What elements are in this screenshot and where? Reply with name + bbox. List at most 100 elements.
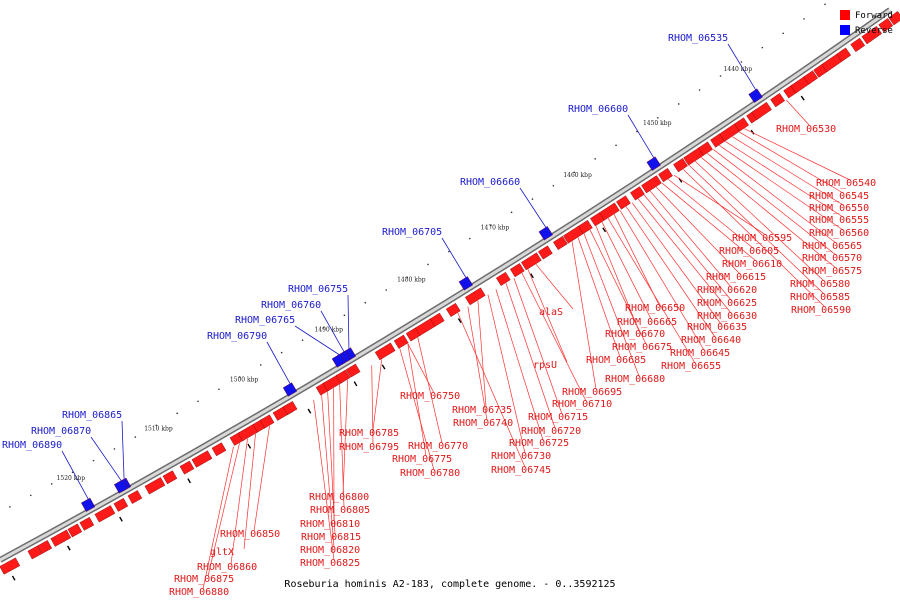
forward-gene-leader [577,237,621,358]
forward-gene-box [144,477,166,495]
reverse-gene-label-rhom-06755: RHOM_06755 [288,284,348,295]
legend-reverse-swatch [840,25,850,35]
forward-gene-leader [649,190,732,288]
reverse-gene-leader [90,436,122,481]
scale-dot [719,75,722,77]
forward-gene-box [127,490,143,504]
forward-gene-leader [589,229,647,345]
forward-gene-box [734,117,749,132]
forward-gene-label-rhom-06710: RHOM_06710 [552,399,612,410]
legend-forward-swatch [840,10,850,20]
forward-gene-box [27,545,43,560]
forward-gene-leader [619,210,705,351]
reverse-gene-box [458,276,473,291]
forward-gene-label-rhom-06640: RHOM_06640 [681,335,741,346]
scale-dot [677,103,680,105]
forward-gene-box [509,263,525,278]
forward-gene-label-rhom-06860: RHOM_06860 [197,562,257,573]
forward-gene-label-rhom-06810: RHOM_06810 [300,519,360,530]
kbp-tick-label: 1490 kbp [314,326,343,333]
reverse-gene-leader [347,294,350,349]
reverse-gene-label-rhom-06765: RHOM_06765 [235,315,295,326]
forward-gene-label-rhom-06540: RHOM_06540 [816,178,876,189]
legend: Forward Reverse [840,10,893,36]
scale-dot [218,388,220,391]
forward-gene-label-rhom-06605: RHOM_06605 [719,246,779,257]
forward-gene-leader [786,99,811,127]
feature-tick [602,227,607,233]
reverse-gene-leader [320,310,345,352]
forward-gene-label-rhom-06530: RHOM_06530 [776,124,836,135]
scale-dot [740,61,743,63]
forward-gene-label-rhom-06880: RHOM_06880 [169,587,229,598]
kbp-tick-label: 1520 kbp [57,475,86,482]
forward-gene-label-rhom-06785: RHOM_06785 [339,428,399,439]
scale-dot [364,301,367,304]
reverse-gene-box [646,156,661,171]
scale-dot [594,158,596,160]
reverse-gene-label-rhom-06790: RHOM_06790 [207,331,267,342]
forward-gene-box [538,245,553,260]
forward-gene-leader [695,161,825,282]
feature-tick [800,95,805,101]
scale-dot [155,424,158,427]
forward-gene-label-rhom-06555: RHOM_06555 [809,215,869,226]
forward-gene-label-rhom-06570: RHOM_06570 [802,253,862,264]
feature-tick [11,575,16,581]
reverse-gene-leader [61,450,89,500]
gene-labels: RHOM_06535 RHOM_06600 RHOM_06660 RHOM_06705… [2,33,876,598]
scale-dot [406,276,408,279]
forward-gene-leader [202,446,234,590]
forward-gene-leader [607,218,696,364]
forward-gene-leader [732,136,844,206]
feature-tick [247,443,252,449]
forward-gene-label-rhom-06795: RHOM_06795 [339,442,399,453]
forward-gene-leader [243,433,256,550]
kbp-tick-label: 1510 kbp [144,426,173,433]
forward-gene-label-rhom-06545: RHOM_06545 [809,191,869,202]
scale-dot [803,18,805,20]
forward-gene-leader [601,222,652,320]
reverse-gene-label-rhom-06705: RHOM_06705 [382,227,442,238]
forward-gene-leader [372,359,383,431]
scale-dot [301,339,304,342]
scale-dot [113,448,116,450]
forward-gene-label-rhom-06780: RHOM_06780 [400,468,460,479]
forward-gene-box [836,47,852,62]
reverse-gene-box [331,353,347,368]
scale-dot [343,314,346,317]
reverse-gene-leader [519,187,547,228]
scale-dot [197,400,199,403]
scale-dot [698,89,701,91]
forward-gene-leader [739,131,844,194]
feature-tick [119,516,123,522]
forward-gene-label-gltx: gltX [210,547,234,558]
forward-gene-leader [689,165,825,295]
forward-gene-leader [707,153,837,256]
forward-gene-leader [625,206,716,338]
forward-gene-leader [571,241,597,390]
forward-gene-label-rhom-06630: RHOM_06630 [697,311,757,322]
forward-gene-leader [661,182,757,262]
scale-dot [782,32,784,35]
forward-gene-box [162,470,178,485]
kbp-tick-label: 1470 kbp [481,225,510,232]
forward-gene-leader [668,178,754,249]
forward-gene-box [113,498,129,512]
scale-dot [280,351,283,354]
forward-gene-label-rhom-06615: RHOM_06615 [706,272,766,283]
forward-gene-label-rhom-06560: RHOM_06560 [809,228,869,239]
forward-gene-leader [683,169,826,308]
forward-gene-box [429,312,445,327]
scale-dot [552,184,555,187]
forward-gene-box [751,101,772,121]
forward-gene-box [79,516,95,531]
forward-gene-box [641,175,662,194]
feature-tick [457,318,462,324]
forward-gene-label-rhom-06665: RHOM_06665 [617,317,677,328]
reverse-gene-leader [441,237,467,278]
forward-gene-label-rhom-06815: RHOM_06815 [301,532,361,543]
forward-gene-box [616,195,631,210]
forward-gene-leader [725,141,844,218]
